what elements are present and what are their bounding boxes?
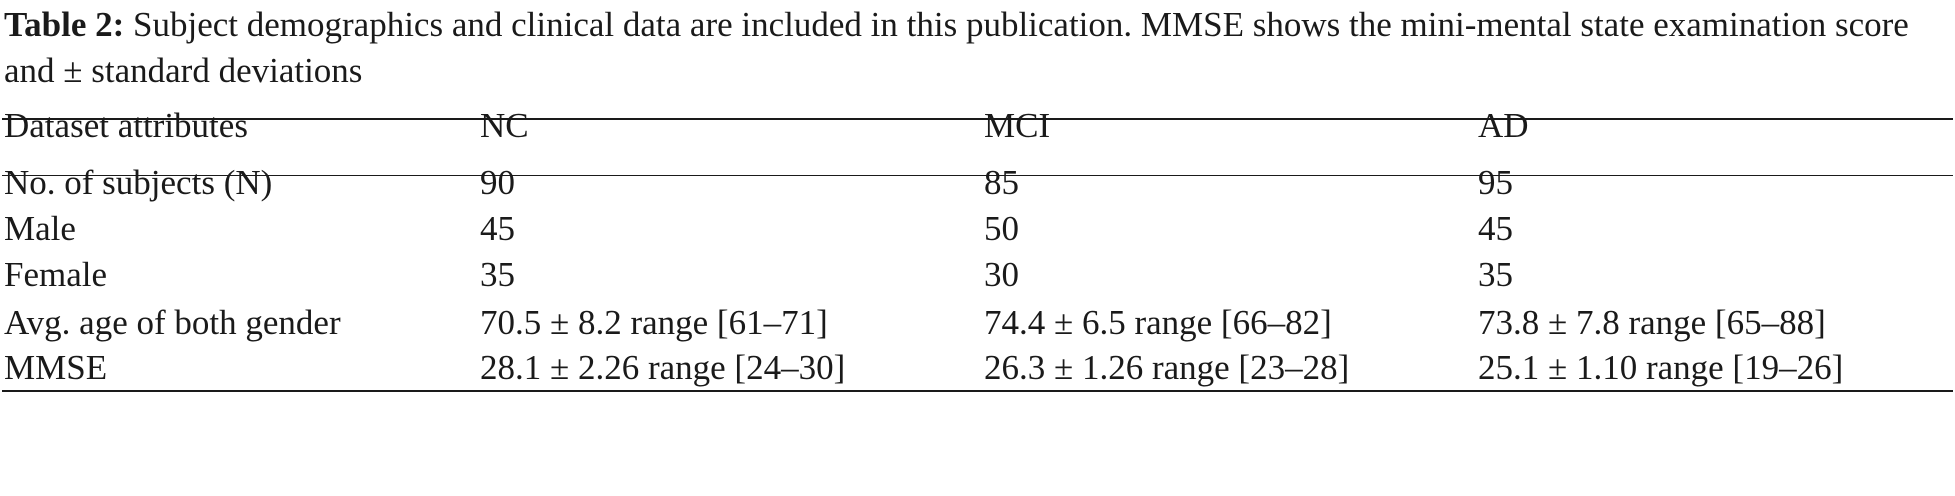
header-dataset-attributes: Dataset attributes (4, 106, 248, 145)
cell-ad: 45 (1478, 209, 1513, 248)
cell-nc: 28.1 ± 2.26 range [24–30] (480, 348, 846, 387)
row-label: Avg. age of both gender (4, 303, 341, 342)
caption-label: Table 2: (4, 5, 125, 44)
header-rule (2, 175, 1953, 176)
bottom-rule (2, 390, 1953, 392)
cell-mci: 30 (984, 255, 1019, 294)
header-ad: AD (1478, 106, 1529, 145)
cell-mci: 74.4 ± 6.5 range [66–82] (984, 303, 1332, 342)
cell-ad: 35 (1478, 255, 1513, 294)
top-rule (2, 118, 1953, 120)
row-label: MMSE (4, 348, 108, 387)
cell-mci: 50 (984, 209, 1019, 248)
header-mci: MCI (984, 106, 1051, 145)
row-label: Female (4, 255, 108, 294)
cell-ad: 95 (1478, 163, 1513, 202)
caption-text: Subject demographics and clinical data a… (4, 5, 1909, 90)
table-caption: Table 2: Subject demographics and clinic… (4, 2, 1952, 94)
row-label: Male (4, 209, 76, 248)
cell-ad: 73.8 ± 7.8 range [65–88] (1478, 303, 1826, 342)
cell-nc: 90 (480, 163, 515, 202)
cell-mci: 85 (984, 163, 1019, 202)
row-label: No. of subjects (N) (4, 163, 273, 202)
cell-nc: 35 (480, 255, 515, 294)
header-nc: NC (480, 106, 529, 145)
cell-mci: 26.3 ± 1.26 range [23–28] (984, 348, 1350, 387)
cell-nc: 70.5 ± 8.2 range [61–71] (480, 303, 828, 342)
cell-nc: 45 (480, 209, 515, 248)
cell-ad: 25.1 ± 1.10 range [19–26] (1478, 348, 1844, 387)
